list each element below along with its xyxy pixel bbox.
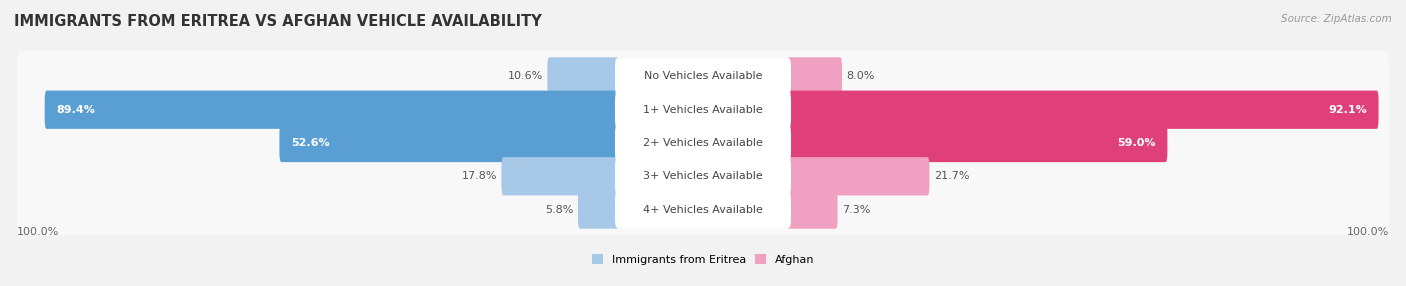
Text: 2+ Vehicles Available: 2+ Vehicles Available: [643, 138, 763, 148]
Text: 1+ Vehicles Available: 1+ Vehicles Available: [643, 105, 763, 115]
FancyBboxPatch shape: [17, 115, 1389, 171]
Text: 100.0%: 100.0%: [1347, 227, 1389, 237]
FancyBboxPatch shape: [547, 57, 619, 96]
Text: IMMIGRANTS FROM ERITREA VS AFGHAN VEHICLE AVAILABILITY: IMMIGRANTS FROM ERITREA VS AFGHAN VEHICL…: [14, 14, 541, 29]
Text: 8.0%: 8.0%: [846, 72, 875, 82]
FancyBboxPatch shape: [502, 157, 619, 195]
FancyBboxPatch shape: [614, 158, 792, 194]
Text: No Vehicles Available: No Vehicles Available: [644, 72, 762, 82]
Text: 3+ Vehicles Available: 3+ Vehicles Available: [643, 171, 763, 181]
FancyBboxPatch shape: [787, 190, 838, 229]
FancyBboxPatch shape: [17, 82, 1389, 138]
FancyBboxPatch shape: [17, 182, 1389, 237]
Text: 100.0%: 100.0%: [17, 227, 59, 237]
FancyBboxPatch shape: [614, 58, 792, 95]
Text: 5.8%: 5.8%: [546, 204, 574, 214]
FancyBboxPatch shape: [614, 191, 792, 228]
FancyBboxPatch shape: [17, 148, 1389, 204]
Text: 59.0%: 59.0%: [1118, 138, 1156, 148]
FancyBboxPatch shape: [280, 124, 619, 162]
Text: 92.1%: 92.1%: [1329, 105, 1367, 115]
FancyBboxPatch shape: [787, 124, 1167, 162]
Text: 21.7%: 21.7%: [934, 171, 969, 181]
Text: Source: ZipAtlas.com: Source: ZipAtlas.com: [1281, 14, 1392, 24]
FancyBboxPatch shape: [578, 190, 619, 229]
FancyBboxPatch shape: [614, 92, 792, 128]
Legend: Immigrants from Eritrea, Afghan: Immigrants from Eritrea, Afghan: [588, 250, 818, 269]
Text: 89.4%: 89.4%: [56, 105, 96, 115]
Text: 4+ Vehicles Available: 4+ Vehicles Available: [643, 204, 763, 214]
FancyBboxPatch shape: [614, 125, 792, 161]
Text: 7.3%: 7.3%: [842, 204, 870, 214]
Text: 10.6%: 10.6%: [508, 72, 543, 82]
Text: 17.8%: 17.8%: [461, 171, 496, 181]
FancyBboxPatch shape: [17, 49, 1389, 104]
FancyBboxPatch shape: [787, 57, 842, 96]
FancyBboxPatch shape: [787, 157, 929, 195]
Text: 52.6%: 52.6%: [291, 138, 329, 148]
FancyBboxPatch shape: [45, 91, 619, 129]
FancyBboxPatch shape: [787, 91, 1378, 129]
